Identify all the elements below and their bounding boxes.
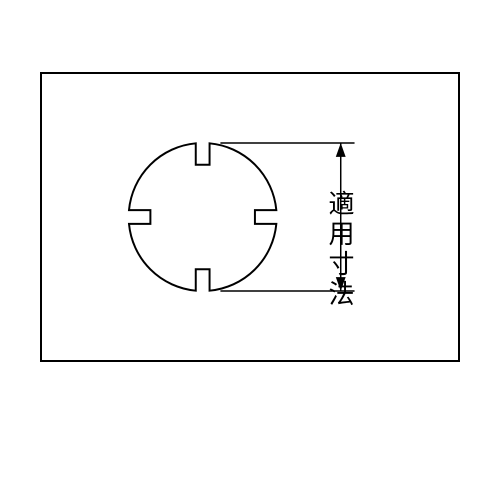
slotted-circle-outline	[129, 143, 276, 290]
diagram-container: 適用寸法	[0, 0, 500, 500]
dimension-label: 適用寸法	[322, 190, 359, 310]
drawing-frame	[40, 72, 460, 362]
slotted-circle	[129, 143, 276, 291]
technical-drawing	[42, 74, 458, 360]
